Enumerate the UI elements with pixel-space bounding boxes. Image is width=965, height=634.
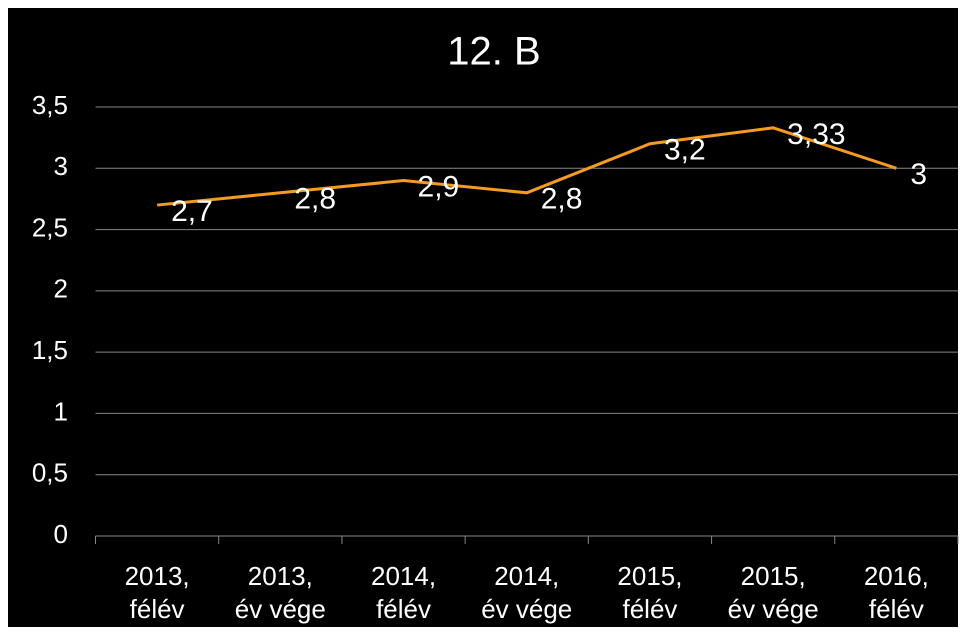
- y-tick-label: 1,5: [32, 335, 68, 365]
- y-tick-label: 3,5: [32, 90, 68, 120]
- x-tick-label: 2013,: [125, 561, 190, 591]
- data-line: [156, 126, 897, 207]
- data-label: 2,8: [294, 183, 336, 216]
- x-tick-label: 2016,: [864, 561, 929, 591]
- x-tick-label: 2014,: [494, 561, 559, 591]
- x-tick-label: félév: [869, 594, 924, 624]
- chart-title: 12. B: [447, 30, 540, 74]
- data-label: 3: [910, 158, 927, 191]
- x-tick-label: év vége: [235, 594, 326, 624]
- x-tick-label: félév: [623, 594, 678, 624]
- y-tick-label: 0: [54, 519, 68, 549]
- y-tick-label: 0,5: [32, 458, 68, 488]
- x-tick-label: 2015,: [617, 561, 682, 591]
- data-label: 2,7: [171, 195, 213, 228]
- y-tick-label: 2: [54, 274, 68, 304]
- y-tick-label: 1: [54, 396, 68, 426]
- x-tick-label: félév: [130, 594, 185, 624]
- y-tick-label: 2,5: [32, 212, 68, 242]
- data-label: 2,8: [541, 183, 583, 216]
- y-tick-label: 3: [54, 151, 68, 181]
- x-tick-label: 2014,: [371, 561, 436, 591]
- x-tick-label: év vége: [728, 594, 819, 624]
- x-tick-label: 2015,: [741, 561, 806, 591]
- x-tick-label: félév: [376, 594, 431, 624]
- x-tick-label: 2013,: [248, 561, 313, 591]
- data-label: 2,9: [418, 170, 460, 203]
- data-label: 3,33: [787, 118, 845, 151]
- chart-background: [8, 8, 958, 627]
- data-label: 3,2: [664, 134, 706, 167]
- x-tick-label: év vége: [481, 594, 572, 624]
